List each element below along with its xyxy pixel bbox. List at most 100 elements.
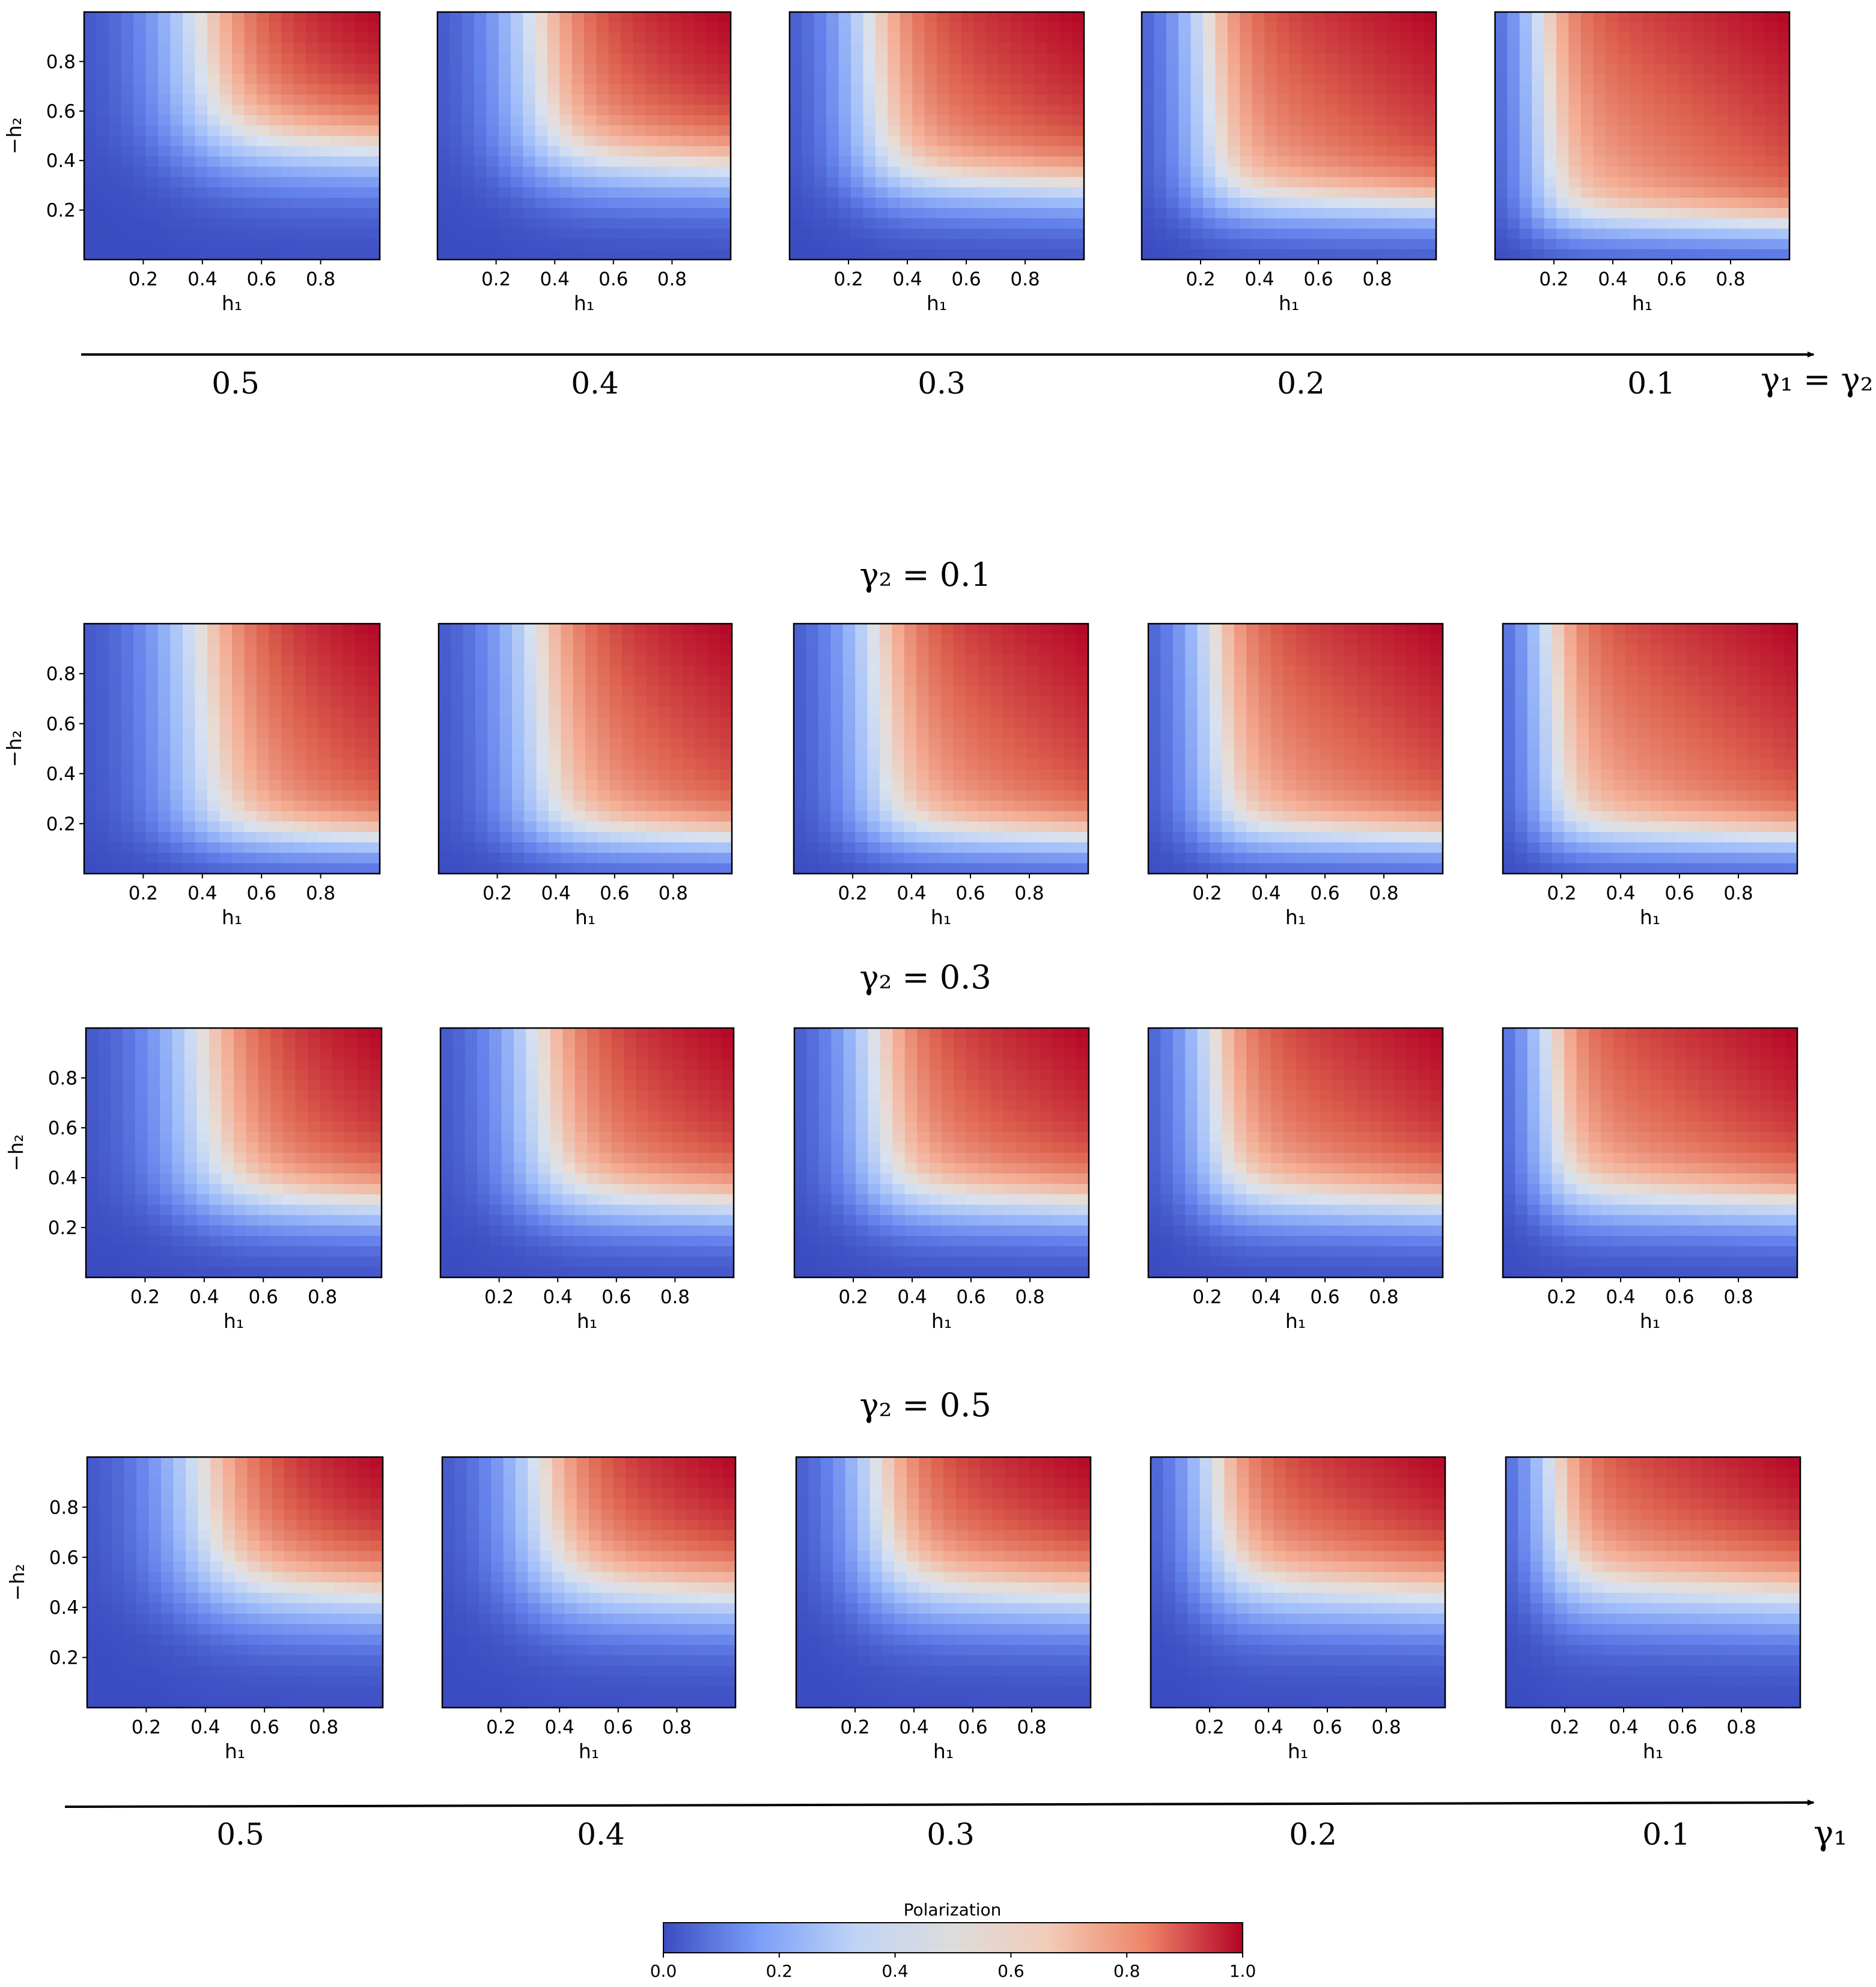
heatmap-cell (523, 156, 536, 168)
heatmap-cell (549, 853, 562, 864)
heatmap-cell (669, 249, 683, 260)
heatmap-cell (806, 800, 819, 812)
heatmap-cell (1234, 738, 1247, 749)
heatmap-cell (1532, 125, 1545, 136)
heatmap-cell (1154, 12, 1167, 23)
heatmap-cell (1716, 166, 1729, 178)
heatmap-cell (669, 94, 683, 106)
heatmap-cell (293, 811, 306, 823)
heatmap-cell (1064, 790, 1077, 802)
heatmap-cell (646, 655, 659, 666)
heatmap-cell (990, 863, 1003, 874)
heatmap-cell (439, 853, 452, 864)
heatmap-cell (888, 63, 901, 75)
heatmap-cell (597, 624, 611, 635)
heatmap-cell (985, 198, 999, 208)
heatmap-cell (973, 177, 987, 188)
heatmap-cell (683, 665, 696, 677)
heatmap-cell (978, 665, 991, 677)
heatmap-cell (916, 759, 930, 770)
heatmap-cell (1203, 166, 1216, 178)
heatmap-cell (281, 675, 294, 687)
heatmap-cell (523, 125, 536, 136)
heatmap-cell (475, 863, 489, 874)
heatmap-cell (158, 198, 171, 208)
heatmap-cell (232, 125, 245, 136)
heatmap-cell (1568, 12, 1582, 23)
heatmap-cell (1704, 239, 1717, 250)
heatmap-cell (170, 655, 183, 666)
heatmap-cell (888, 74, 901, 85)
heatmap-cell (596, 156, 609, 168)
heatmap-cell (561, 853, 574, 864)
heatmap-cell (1166, 74, 1180, 85)
heatmap-cell (904, 853, 917, 864)
heatmap-cell (1203, 187, 1216, 198)
heatmap-cell (1210, 707, 1223, 718)
heatmap-cell (1071, 84, 1085, 96)
heatmap-cell (707, 832, 720, 843)
heatmap-cell (706, 84, 719, 96)
heatmap-cell (269, 790, 282, 802)
heatmap-cell (1765, 177, 1778, 188)
heatmap-cell (269, 63, 282, 75)
heatmap-cell (1642, 166, 1655, 178)
heatmap-cell (1777, 53, 1790, 64)
heatmap-cell (463, 675, 476, 687)
heatmap-cell (622, 634, 635, 645)
heatmap-cell (681, 187, 695, 198)
heatmap-cell (1412, 84, 1425, 96)
heatmap-cell (585, 717, 598, 729)
heatmap-cell (1765, 32, 1778, 44)
heatmap-cell (1556, 198, 1570, 208)
heatmap-cell (1283, 738, 1296, 749)
heatmap-cell (1035, 166, 1048, 178)
heatmap-cell (1374, 208, 1388, 219)
heatmap-cell (790, 125, 803, 136)
heatmap-cell (900, 218, 913, 230)
heatmap-cell (207, 675, 221, 687)
heatmap-cell (1240, 239, 1253, 250)
heatmap-cell (1222, 696, 1235, 708)
heatmap-cell (1276, 53, 1290, 64)
heatmap-cell (158, 728, 171, 739)
heatmap-cell (109, 655, 122, 666)
heatmap-cell (1691, 146, 1704, 157)
heatmap-cell (659, 717, 672, 729)
heatmap-cell (1580, 22, 1594, 34)
heatmap-cell (706, 125, 719, 136)
heatmap-cell (498, 74, 511, 85)
heatmap-cell (170, 800, 183, 812)
heatmap-cell (1728, 177, 1741, 188)
heatmap-cell (1142, 94, 1155, 106)
heatmap-cell (953, 707, 966, 718)
heatmap-cell (1618, 115, 1631, 126)
heatmap-cell (293, 32, 306, 44)
heatmap-cell (584, 63, 597, 75)
heatmap-cell (1210, 717, 1223, 729)
heatmap-cell (1301, 12, 1314, 23)
heatmap-cell (195, 738, 208, 749)
heatmap-cell (633, 208, 646, 219)
heatmap-cell (706, 94, 719, 106)
heatmap-cell (330, 166, 344, 178)
heatmap-cell (1076, 738, 1089, 749)
heatmap-cell (244, 717, 257, 729)
heatmap-cell (281, 728, 294, 739)
heatmap-cell (924, 12, 937, 23)
heatmap-cell (790, 228, 803, 240)
heatmap-cell (1276, 63, 1290, 75)
heatmap-cell (584, 94, 597, 106)
heatmap-cell (1264, 115, 1278, 126)
heatmap-cell (1154, 115, 1167, 126)
heatmap-cell (1374, 94, 1388, 106)
heatmap-cell (145, 218, 159, 230)
heatmap-cell (671, 624, 684, 635)
heatmap-cell (1326, 187, 1339, 198)
heatmap-cell (451, 811, 464, 823)
heatmap-cell (1035, 22, 1048, 34)
heatmap-cell (487, 717, 501, 729)
heatmap-cell (232, 811, 245, 823)
heatmap-cell (1014, 644, 1028, 656)
